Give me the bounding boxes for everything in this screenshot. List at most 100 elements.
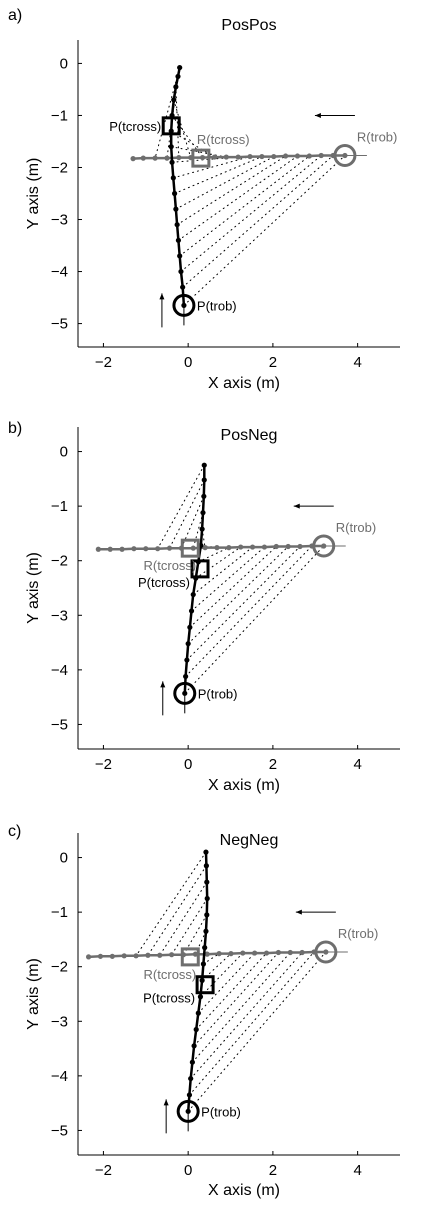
y-tick-label: −2 [51,159,68,176]
robot-point [204,951,210,957]
y-tick-label: −1 [51,107,68,124]
pedestrian-point [199,977,205,983]
chart-panel-2: b) PosNeg −2 0 2 4 0 −1 −2 −3 −4 −5 X axis (m) Y axis… [8,420,400,794]
robot-point [155,546,161,552]
x-tick-label: 2 [269,354,277,371]
y-tick-label: −1 [51,498,68,515]
robot-point [297,543,303,550]
pedestrian-point [203,863,209,869]
robot-start-label: R(trob) [338,926,378,941]
robot-cross-label: R(tcross) [144,558,197,573]
arrow-head [160,681,166,688]
pedestrian-point [189,1059,195,1065]
connection-line [192,512,204,549]
robot-point [95,546,101,552]
x-tick-label: 0 [184,1162,192,1179]
connection-line [199,952,244,998]
x-tick-label: 2 [269,756,277,773]
connection-line [174,156,263,194]
pedestrian-point [204,912,210,918]
robot-point [299,949,305,956]
pedestrian-start-label: P(trob) [198,686,238,701]
pedestrian-point [203,928,209,934]
pedestrian-point [177,253,183,259]
robot-start-marker [333,144,357,168]
robot-point [238,544,244,550]
robot-point [85,954,92,960]
pedestrian-cross-marker [161,116,181,136]
x-tick-label: 0 [184,354,192,371]
pedestrian-cross-label: P(tcross) [143,991,195,1006]
pedestrian-point [173,206,179,212]
connection-line [195,546,242,579]
robot-start-label: R(trob) [336,520,376,535]
connection-line [193,952,279,1047]
connection-line [180,155,322,273]
robot-cross-label: R(tcross) [144,967,197,982]
connection-line [192,546,254,596]
connection-line [171,897,208,956]
connection-line [147,865,207,956]
robot-point [306,153,312,159]
robot-point [211,154,218,160]
pedestrian-point [175,237,182,243]
robot-point [318,152,324,159]
pedestrian-point [195,1010,201,1016]
robot-point [131,546,137,552]
connection-line [169,479,205,549]
robot-point [263,950,270,956]
connection-line [182,155,334,288]
robot-point [342,152,348,159]
robot-point [240,950,246,956]
pedestrian-point [191,1043,197,1049]
robot-direction-arrow [295,909,336,915]
pedestrian-cross-marker [190,559,210,579]
pedestrian-point [184,657,190,663]
connection-line [177,155,298,241]
robot-point [271,153,277,160]
y-tick-label: −4 [51,264,68,281]
robot-point [133,953,139,959]
robot-point [275,949,282,956]
chart-panel-1: a) PosPos −2 0 2 4 0 −1 −2 −3 −4 −5 X axis (m) Y axis… [8,7,400,392]
connection-line [157,464,205,550]
pedestrian-start-label: P(trob) [197,298,237,313]
pedestrian-point [180,284,186,290]
robot-point [214,545,220,551]
robot-cross-marker [180,538,200,558]
pedestrian-point [175,73,181,80]
robot-point [252,950,258,956]
pedestrian-point [203,849,209,855]
robot-point [152,155,158,161]
robot-point [323,949,329,955]
pedestrian-point [201,477,207,483]
robot-point [294,153,301,159]
robot-point [259,153,265,160]
robot-start-marker [312,534,336,558]
pedestrian-point [200,510,206,516]
robot-point [235,154,241,160]
robot-point [247,153,253,160]
connection-line [183,155,346,306]
robot-point [130,156,136,162]
pedestrian-direction-arrow [160,681,166,716]
connection-line [184,545,325,694]
x-axis-label: X axis (m) [208,777,280,794]
x-axis-label: X axis (m) [208,375,280,392]
pedestrian-point [182,690,188,696]
y-tick-label: −2 [51,553,68,570]
connection-line [176,155,287,226]
y-tick-label: −5 [51,316,68,333]
robot-point [119,546,125,552]
pedestrian-start-marker [176,1099,200,1123]
robot-point [261,544,268,550]
pedestrian-cross-label: P(tcross) [109,119,161,134]
pedestrian-start-marker [172,293,196,317]
robot-cross-label: R(tcross) [197,132,250,147]
connection-line [185,545,313,677]
panel-letter: b) [8,420,22,437]
connection-line [172,156,251,179]
robot-point [226,545,232,551]
robot-start-marker [314,940,338,964]
robot-point [157,952,163,958]
